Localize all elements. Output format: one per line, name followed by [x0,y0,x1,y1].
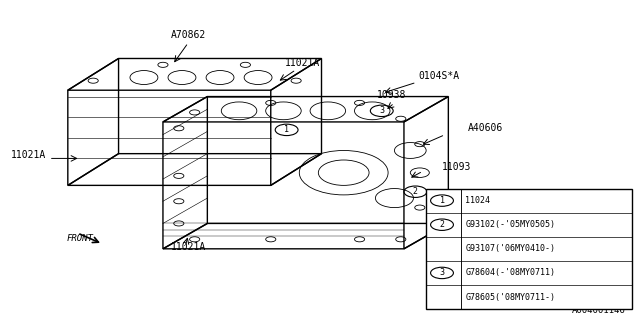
Text: G78604(-'08MY0711): G78604(-'08MY0711) [465,268,556,277]
Text: 3: 3 [440,268,445,277]
Text: 10938: 10938 [376,90,406,100]
Text: 11021A: 11021A [10,150,45,160]
Text: 0104S*A: 0104S*A [419,71,460,81]
Text: 11021A: 11021A [285,59,320,68]
Text: A70862: A70862 [171,30,206,40]
Text: 3: 3 [380,106,384,115]
Text: FRONT: FRONT [67,234,94,243]
Text: 2: 2 [413,187,418,196]
Text: A40606: A40606 [467,124,502,133]
Text: 11021A: 11021A [171,243,206,252]
Text: G93102(-'05MY0505): G93102(-'05MY0505) [465,220,556,229]
Text: 11093: 11093 [442,162,472,172]
Text: G78605('08MY0711-): G78605('08MY0711-) [465,292,556,301]
Text: A004001146: A004001146 [572,307,626,316]
Text: G93107('06MY0410-): G93107('06MY0410-) [465,244,556,253]
FancyBboxPatch shape [426,188,632,309]
Text: 2: 2 [440,220,445,229]
Text: 1: 1 [440,196,445,205]
Text: 1: 1 [284,125,289,134]
Text: 11024: 11024 [465,196,490,205]
